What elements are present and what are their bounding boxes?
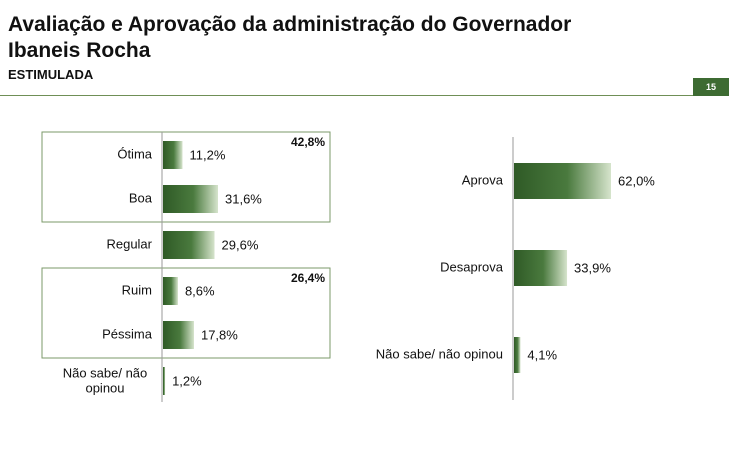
value-label-desaprova: 33,9% — [574, 260, 611, 275]
category-label-boa: Boa — [129, 190, 153, 205]
category-label-nao-sabe-nao-opinou: Não sabe/ não opinou — [376, 346, 503, 361]
bar-ruim — [163, 277, 178, 305]
value-label-regular: 29,6% — [222, 237, 259, 252]
category-label-pessima: Péssima — [102, 326, 153, 341]
bar-nao-sabe-nao-opinou — [514, 337, 521, 373]
bar-nao-sabe-nao-opinou — [163, 367, 166, 395]
category-label-ruim: Ruim — [122, 282, 152, 297]
page-number-badge: 15 — [693, 78, 729, 96]
group-total-label: 26,4% — [291, 271, 325, 285]
category-label-desaprova: Desaprova — [440, 259, 504, 274]
bar-pessima — [163, 321, 194, 349]
bar-aprova — [514, 163, 611, 199]
value-label-ruim: 8,6% — [185, 283, 215, 298]
header-divider — [0, 95, 693, 96]
group-box-2 — [41, 267, 331, 359]
page-title: Avaliação e Aprovação da administração d… — [8, 13, 572, 62]
value-label-pessima: 17,8% — [201, 327, 238, 342]
group-box-1 — [41, 131, 331, 223]
bar-boa — [163, 185, 218, 213]
value-label-aprova: 62,0% — [618, 173, 655, 188]
category-label-aprova: Aprova — [462, 172, 504, 187]
value-label-otima: 11,2% — [189, 147, 225, 162]
group-total-label: 42,8% — [291, 135, 325, 149]
bar-otima — [163, 141, 183, 169]
bar-regular — [163, 231, 215, 259]
bar-desaprova — [514, 250, 568, 286]
value-label-boa: 31,6% — [225, 191, 262, 206]
page-subtitle: ESTIMULADA — [8, 67, 94, 82]
evaluation-chart: 42,8% 26,4% Ótima 11,2% Boa 31,6% Regular 29,6%… — [41, 131, 331, 402]
value-label-nao-sabe-nao-opinou: 1,2% — [172, 373, 202, 388]
value-label-nao-sabe-nao-opinou: 4,1% — [527, 347, 557, 362]
approval-chart: Aprova 62,0% Desaprova 33,9% Não sabe/ não o… — [376, 137, 655, 400]
category-label-nao-sabe-nao-opinou: Não sabe/ não opinou — [63, 366, 148, 396]
category-label-otima: Ótima — [117, 146, 152, 161]
category-label-regular: Regular — [106, 236, 152, 251]
